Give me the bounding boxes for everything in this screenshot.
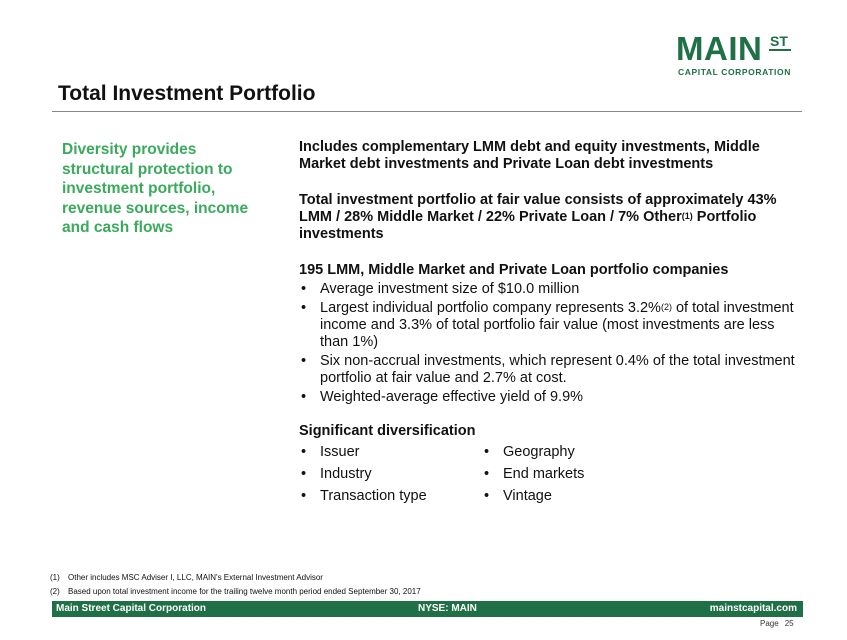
bullet-text: Six non-accrual investments, which repre… bbox=[320, 353, 795, 386]
logo-subtitle: CAPITAL CORPORATION bbox=[678, 67, 791, 77]
footnote-ref-1: (1) bbox=[681, 211, 693, 221]
bullet-text-end: of total investment income and 3.3% of t… bbox=[320, 300, 794, 350]
footnote-text: Other includes MSC Adviser I, LLC, MAIN'… bbox=[68, 573, 323, 582]
list-item: • Six non-accrual investments, which repr… bbox=[299, 353, 799, 387]
list-item: • Average investment size of $10.0 millio… bbox=[299, 281, 799, 298]
diversification-label: Vintage bbox=[503, 488, 552, 504]
bullet-icon: • bbox=[484, 488, 490, 504]
company-logo: MAIN ST CAPITAL CORPORATION bbox=[676, 30, 796, 77]
list-item: • Issuer bbox=[299, 444, 482, 461]
list-item: • Geography bbox=[482, 444, 682, 461]
title-divider bbox=[52, 111, 802, 112]
list-item: • Weighted-average effective yield of 9.9… bbox=[299, 389, 799, 406]
bullet-icon: • bbox=[301, 281, 307, 297]
bullet-icon: • bbox=[301, 466, 307, 482]
bullet-icon: • bbox=[301, 488, 307, 504]
logo-underline bbox=[769, 49, 791, 51]
footnote: (2) Based upon total investment income fo… bbox=[50, 585, 421, 599]
paragraph-complementary-investments: Includes complementary LMM debt and equi… bbox=[299, 139, 760, 172]
diversification-label: Transaction type bbox=[320, 488, 427, 504]
bullet-icon: • bbox=[484, 444, 490, 460]
diversification-label: Issuer bbox=[320, 444, 360, 460]
list-item: • Vintage bbox=[482, 488, 682, 505]
diversification-label: Geography bbox=[503, 444, 575, 460]
list-item: • Largest individual portfolio company re… bbox=[299, 300, 799, 351]
bullet-icon: • bbox=[301, 353, 307, 369]
bullet-icon: • bbox=[301, 389, 307, 405]
footnote-text: Based upon total investment income for t… bbox=[68, 587, 421, 596]
footnote: (1) Other includes MSC Adviser I, LLC, MA… bbox=[50, 571, 421, 585]
main-content: Includes complementary LMM debt and equi… bbox=[299, 139, 799, 505]
footer-ticker: NYSE: MAIN bbox=[418, 603, 477, 614]
bullet-text: Average investment size of $10.0 million bbox=[320, 281, 580, 297]
footer-bar: Main Street Capital Corporation NYSE: MA… bbox=[52, 601, 803, 617]
bullet-icon: • bbox=[301, 300, 307, 316]
list-item: • Industry bbox=[299, 466, 482, 483]
diversification-heading: Significant diversification bbox=[299, 423, 476, 439]
page-label: Page bbox=[760, 619, 779, 628]
footer-company-name: Main Street Capital Corporation bbox=[56, 603, 207, 614]
composition-text: Total investment portfolio at fair value… bbox=[299, 192, 777, 225]
bullet-icon: • bbox=[484, 466, 490, 482]
footnote-ref-2: (2) bbox=[660, 302, 672, 312]
companies-heading: 195 LMM, Middle Market and Private Loan … bbox=[299, 262, 729, 278]
footnote-number: (2) bbox=[50, 587, 60, 596]
bullet-text: Weighted-average effective yield of 9.9% bbox=[320, 389, 584, 405]
logo-superscript: ST bbox=[770, 33, 788, 49]
list-item: • End markets bbox=[482, 466, 682, 483]
logo-wordmark: MAIN bbox=[676, 30, 763, 67]
footnotes: (1) Other includes MSC Adviser I, LLC, MA… bbox=[50, 571, 421, 599]
diversification-label: End markets bbox=[503, 466, 585, 482]
diversification-label: Industry bbox=[320, 466, 372, 482]
page-value: 25 bbox=[784, 619, 794, 628]
bullet-icon: • bbox=[301, 444, 307, 460]
diversification-list: • Issuer • Geography • Industry • End market… bbox=[299, 444, 799, 505]
list-item: • Transaction type bbox=[299, 488, 482, 505]
footer-website: mainstcapital.com bbox=[709, 603, 797, 614]
footnote-number: (1) bbox=[50, 573, 60, 582]
paragraph-portfolio-composition: Total investment portfolio at fair value… bbox=[299, 192, 799, 243]
page-number: Page 25 bbox=[760, 619, 794, 628]
portfolio-bullet-list: • Average investment size of $10.0 millio… bbox=[299, 281, 799, 406]
page-title: Total Investment Portfolio bbox=[58, 82, 316, 105]
composition-text-end: Portfolio investments bbox=[299, 209, 757, 242]
bullet-text: Largest individual portfolio company rep… bbox=[320, 300, 661, 316]
sidebar-callout: Diversity provides structural protection… bbox=[62, 141, 249, 236]
